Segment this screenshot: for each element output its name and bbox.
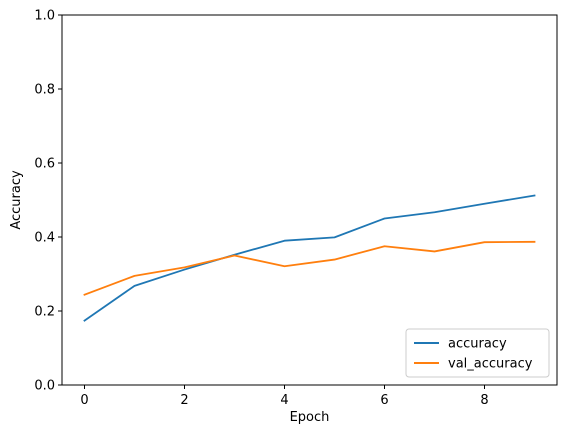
plot-layer xyxy=(83,194,536,322)
y-tick-label: 0.6 xyxy=(34,157,55,172)
y-tick-label: 0.4 xyxy=(34,231,55,246)
legend-box xyxy=(405,328,550,378)
plot-frame xyxy=(61,14,558,386)
legend-label-accuracy: accuracy xyxy=(448,337,507,352)
legend: accuracy val_accuracy xyxy=(405,328,550,378)
legend-label-val-accuracy: val_accuracy xyxy=(448,357,533,372)
x-axis-label: Epoch xyxy=(290,410,330,425)
series-line-accuracy xyxy=(83,194,536,322)
y-tick-label: 0.0 xyxy=(34,379,55,394)
x-tick-label: 4 xyxy=(280,393,288,408)
x-tick-label: 6 xyxy=(380,393,388,408)
ticks-layer: 0 2 4 6 8 0.0 0.2 0.4 0.6 0.8 1.0 xyxy=(34,9,488,409)
y-tick-label: 0.2 xyxy=(34,305,55,320)
x-tick-label: 0 xyxy=(80,393,88,408)
series-line-val-accuracy xyxy=(83,240,536,296)
y-tick-label: 1.0 xyxy=(34,9,55,24)
y-tick-label: 0.8 xyxy=(34,83,55,98)
y-axis-label: Accuracy xyxy=(9,170,24,230)
x-tick-label: 8 xyxy=(480,393,488,408)
x-tick-label: 2 xyxy=(180,393,188,408)
